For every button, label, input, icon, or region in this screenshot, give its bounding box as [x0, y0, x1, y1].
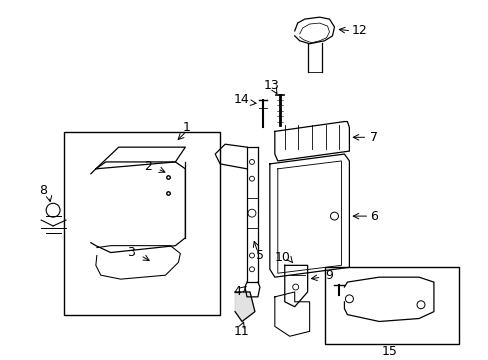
Text: 10: 10: [274, 251, 290, 264]
Text: 1: 1: [182, 121, 190, 134]
Polygon shape: [235, 292, 254, 321]
Bar: [324, 267, 458, 344]
Text: 5: 5: [255, 249, 264, 262]
Text: 6: 6: [369, 210, 377, 222]
Text: 3: 3: [126, 246, 134, 259]
Bar: [64, 132, 220, 315]
Text: 13: 13: [264, 78, 279, 91]
Text: 7: 7: [369, 131, 378, 144]
Text: 12: 12: [351, 24, 366, 37]
Text: 4: 4: [233, 285, 241, 298]
Text: 15: 15: [381, 345, 396, 357]
Text: 2: 2: [144, 160, 152, 174]
Text: 14: 14: [234, 93, 249, 107]
Text: 9: 9: [325, 269, 333, 282]
Text: 8: 8: [39, 184, 47, 197]
Text: 11: 11: [234, 325, 249, 338]
